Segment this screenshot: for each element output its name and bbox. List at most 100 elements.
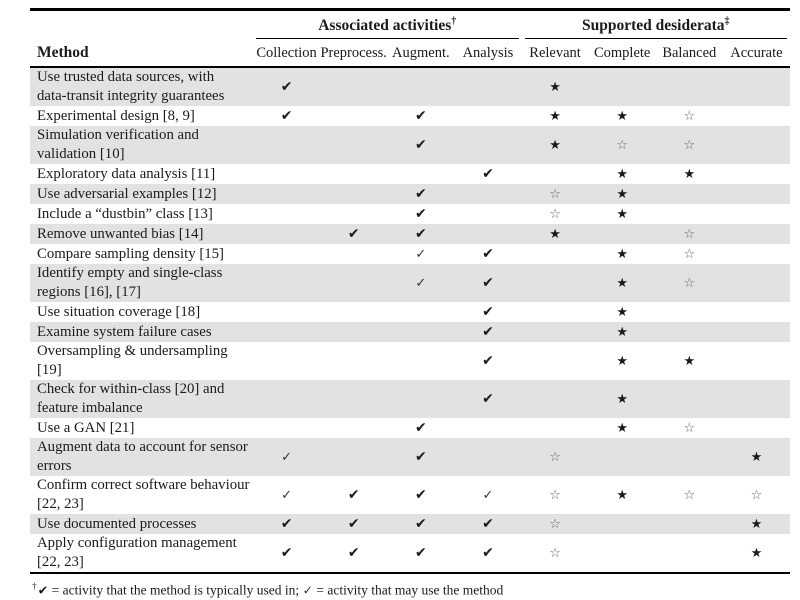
cell-balanced: ☆: [656, 106, 723, 126]
cell-accurate: [723, 418, 790, 438]
cell-balanced: [656, 380, 723, 418]
group-supported-desiderata: Supported desiderata‡: [522, 10, 791, 40]
cell-relevant: ★: [522, 106, 589, 126]
cell-collection: ✔: [253, 106, 320, 126]
filled-star-icon: ★: [549, 227, 561, 243]
open-star-icon: ☆: [683, 227, 696, 243]
method-name: Use documented processes: [37, 515, 197, 532]
footnote-activities: †✔ = activity that the method is typical…: [32, 578, 792, 600]
method-name: Experimental design [8, 9]: [37, 107, 195, 124]
cell-balanced: [655, 534, 723, 575]
cell-balanced: ☆: [656, 126, 723, 164]
cell-augment: ✔: [387, 418, 454, 438]
column-header-row: Method Collection Preprocess. Augment. Anal…: [30, 39, 790, 69]
cell-balanced: ☆: [656, 476, 723, 514]
method-name: Use adversarial examples [12]: [37, 185, 217, 202]
cell-augment: [387, 164, 454, 184]
table-row: Identify empty and single-class regions …: [30, 264, 790, 303]
light-check-icon: ✓: [281, 450, 293, 466]
cell-analysis: ✔: [454, 534, 522, 575]
cell-complete: ★: [589, 106, 656, 126]
open-star-icon: ☆: [549, 450, 561, 466]
method-name: Check for within-class [20] and feature …: [37, 381, 225, 417]
filled-star-icon: ★: [750, 517, 763, 533]
cell-preprocess: [320, 244, 387, 264]
cell-analysis: ✔: [454, 164, 521, 184]
cell-collection: [253, 244, 320, 264]
cell-augment: ✔: [387, 476, 454, 514]
bold-check-icon: ✔: [414, 108, 427, 125]
group-label-text: Supported desiderata: [581, 17, 725, 35]
open-star-icon: ☆: [683, 276, 696, 292]
column-header-collection: Collection: [253, 39, 321, 69]
cell-balanced: [656, 514, 723, 534]
open-star-icon: ☆: [549, 488, 561, 504]
cell-analysis: [454, 438, 521, 476]
cell-analysis: [454, 418, 521, 438]
cell-accurate: [723, 322, 790, 342]
method-name: Remove unwanted bias [14]: [37, 225, 204, 242]
filled-star-icon: ★: [616, 354, 629, 370]
cell-complete: [589, 438, 656, 476]
cell-balanced: ★: [656, 342, 723, 380]
light-check-icon: ✓: [482, 488, 494, 504]
cell-accurate: ★: [722, 534, 790, 575]
cell-relevant: ☆: [522, 438, 589, 476]
bold-check-icon: ✔: [482, 304, 494, 321]
group-label-text: Associated activities: [318, 17, 452, 35]
cell-augment: ✔: [387, 106, 454, 126]
cell-accurate: [723, 204, 790, 224]
cell-collection: ✓: [253, 438, 320, 476]
bold-check-icon: ✔: [414, 420, 427, 437]
table-row: Use adversarial examples [12] ✔ ☆ ★: [30, 184, 790, 205]
bold-check-icon: ✔: [414, 545, 427, 562]
cell-relevant: [522, 264, 589, 302]
cell-augment: ✔: [387, 184, 454, 204]
cell-complete: ★: [589, 264, 656, 302]
bold-check-icon: ✔: [37, 582, 49, 598]
bold-check-icon: ✔: [347, 226, 360, 243]
cell-relevant: [522, 244, 589, 264]
cell-analysis: ✓: [454, 476, 521, 514]
cell-preprocess: [320, 418, 387, 438]
bold-check-icon: ✔: [414, 186, 427, 203]
filled-star-icon: ★: [683, 167, 696, 183]
method-name: Include a “dustbin” class [13]: [37, 205, 213, 222]
cell-augment: ✔: [387, 514, 454, 534]
filled-star-icon: ★: [549, 109, 561, 125]
cell-collection: [253, 380, 320, 418]
cell-complete: ★: [589, 380, 656, 418]
filled-star-icon: ★: [616, 247, 629, 263]
method-name: Identify empty and single-class regions …: [37, 265, 223, 301]
open-star-icon: ☆: [683, 109, 696, 125]
cell-accurate: [723, 302, 790, 322]
cell-preprocess: [320, 264, 387, 302]
open-star-icon: ☆: [683, 247, 696, 263]
cell-preprocess: [320, 438, 387, 476]
cell-preprocess: [320, 302, 387, 322]
cell-complete: ★: [589, 302, 656, 322]
cell-analysis: ✔: [454, 380, 521, 418]
open-star-icon: ☆: [750, 488, 763, 504]
cell-analysis: ✔: [454, 264, 521, 302]
method-name: Augment data to account for sensor error…: [37, 439, 248, 475]
cell-complete: ★: [589, 184, 656, 204]
cell-augment: ✔: [387, 438, 454, 476]
bold-check-icon: ✔: [414, 449, 427, 466]
bold-check-icon: ✔: [482, 391, 494, 408]
cell-accurate: [723, 224, 790, 244]
bold-check-icon: ✔: [280, 516, 293, 533]
cell-augment: [387, 322, 454, 342]
cell-analysis: [454, 126, 521, 164]
cell-accurate: [723, 264, 790, 302]
cell-balanced: [656, 438, 723, 476]
double-dagger-marker: ‡: [724, 16, 730, 27]
column-header-preprocess: Preprocess.: [320, 39, 388, 69]
group-header-row: Associated activities† Supported desider…: [30, 10, 790, 40]
cell-accurate: ★: [723, 514, 790, 534]
cell-augment: ✓: [387, 264, 454, 302]
cell-balanced: ★: [656, 164, 723, 184]
cell-analysis: ✔: [454, 322, 521, 342]
bold-check-icon: ✔: [482, 516, 494, 533]
